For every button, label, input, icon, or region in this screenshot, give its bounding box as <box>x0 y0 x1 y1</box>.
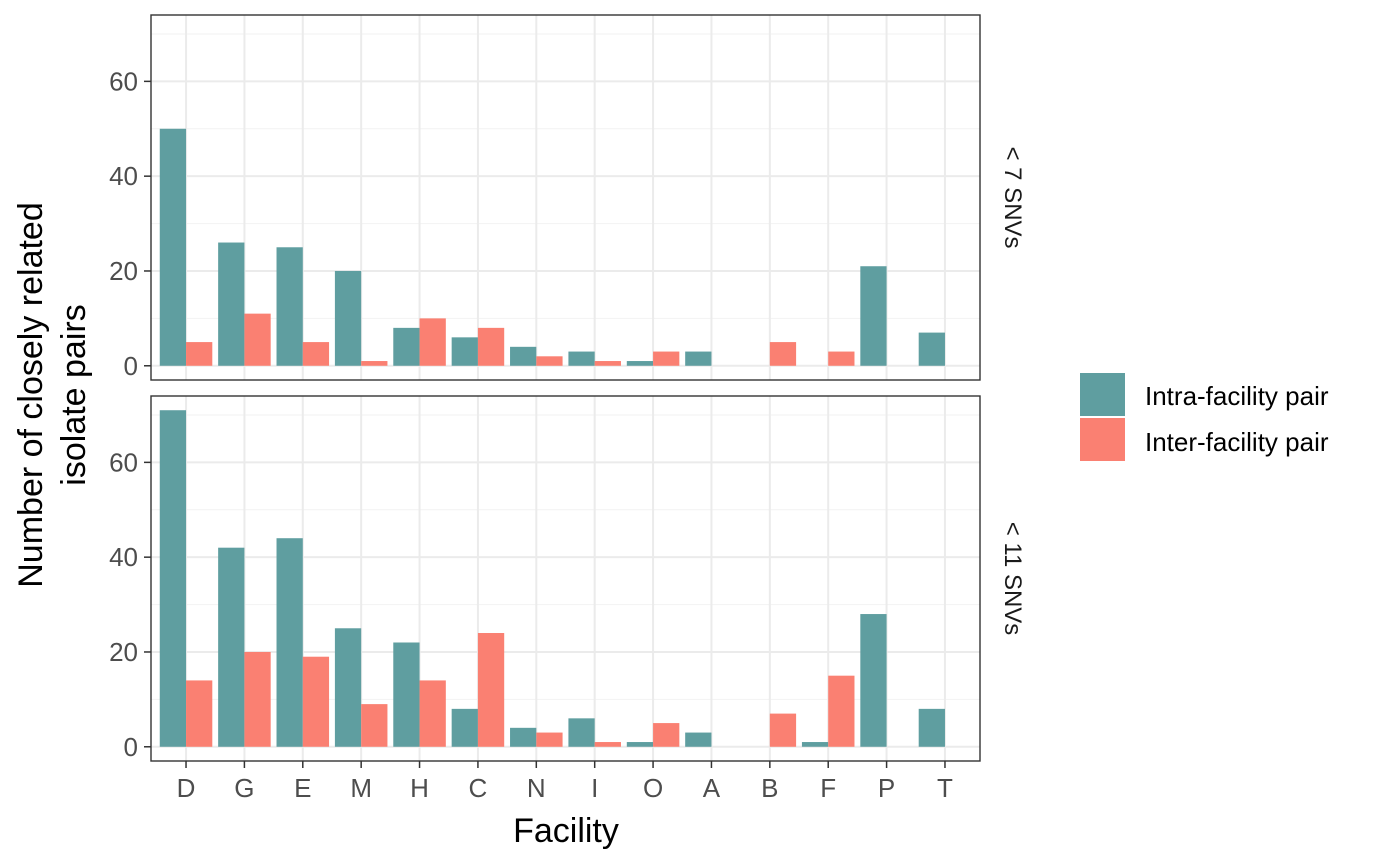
intra-bar-E <box>276 247 303 366</box>
intra-bar-C <box>451 337 478 366</box>
intra-bar-D <box>159 128 187 366</box>
inter-bar-N <box>536 356 563 366</box>
intra-bar-F <box>801 742 829 747</box>
legend-label-intra: Intra-facility pair <box>1145 381 1329 411</box>
inter-bar-H <box>419 680 446 747</box>
x-tick-label-C: C <box>469 773 488 803</box>
inter-bar-D <box>186 680 213 747</box>
x-axis-title: Facility <box>513 812 619 850</box>
x-tick-label-M: M <box>350 773 372 803</box>
inter-bar-E <box>302 656 330 747</box>
y-tick-label: 20 <box>109 256 138 286</box>
facet-panel-2: 0 20 40 60 < 11 SNVs <box>109 395 1026 762</box>
inter-bar-G <box>244 651 271 747</box>
x-tick-label-O: O <box>643 773 663 803</box>
x-tick-label-E: E <box>294 773 311 803</box>
facet-panel-1: 0 20 40 60 < 7 SNVs <box>109 14 1026 381</box>
inter-bar-D <box>186 342 213 366</box>
inter-bar-I <box>594 361 621 366</box>
intra-bar-M <box>334 270 362 366</box>
inter-bar-E <box>302 342 330 366</box>
y-tick-label: 0 <box>124 732 138 762</box>
intra-bar-G <box>218 242 245 366</box>
x-tick-label-I: I <box>591 773 598 803</box>
panel-border <box>150 14 981 381</box>
x-tick-label-H: H <box>410 773 429 803</box>
panel-border <box>150 395 981 762</box>
inter-bar-B <box>769 342 797 366</box>
inter-bar-G <box>244 313 271 366</box>
intra-bar-N <box>510 346 537 366</box>
facet-strip-label: < 11 SNVs <box>999 522 1026 636</box>
legend: Intra-facility pair Inter-facility pair <box>1080 373 1329 461</box>
inter-bar-C <box>477 633 505 747</box>
intra-bar-O <box>626 361 654 366</box>
intra-bar-A <box>685 351 712 366</box>
inter-bar-M <box>361 361 388 366</box>
intra-bar-D <box>159 410 187 747</box>
intra-bar-A <box>685 732 712 747</box>
intra-bar-O <box>626 742 654 747</box>
inter-bar-O <box>653 351 680 366</box>
y-tick-label: 40 <box>109 161 138 191</box>
x-tick-label-F: F <box>820 773 836 803</box>
y-tick-label: 20 <box>109 637 138 667</box>
x-tick-label-N: N <box>527 773 546 803</box>
intra-bar-E <box>276 538 303 747</box>
x-tick-label-P: P <box>878 773 895 803</box>
inter-bar-C <box>477 327 505 366</box>
intra-bar-H <box>393 327 420 366</box>
intra-bar-P <box>860 614 887 747</box>
facet-strip-label: < 7 SNVs <box>999 146 1026 248</box>
y-tick-label: 60 <box>109 66 138 96</box>
inter-bar-N <box>536 732 563 747</box>
intra-bar-G <box>218 547 245 747</box>
x-tick-label-T: T <box>937 773 953 803</box>
legend-label-inter: Inter-facility pair <box>1145 427 1329 457</box>
y-tick-label: 60 <box>109 447 138 477</box>
x-tick-label-D: D <box>177 773 196 803</box>
legend-key-inter <box>1080 418 1125 461</box>
x-tick-label-G: G <box>234 773 254 803</box>
intra-bar-M <box>334 628 362 747</box>
y-tick-label: 0 <box>124 351 138 381</box>
inter-bar-O <box>653 723 680 747</box>
intra-bar-I <box>568 351 595 366</box>
inter-bar-F <box>828 351 855 366</box>
y-tick-label: 40 <box>109 542 138 572</box>
intra-bar-T <box>918 708 945 747</box>
intra-bar-C <box>451 708 478 747</box>
x-tick-label-B: B <box>761 773 778 803</box>
intra-bar-I <box>568 718 595 747</box>
intra-bar-H <box>393 642 420 747</box>
y-axis-title-line-1: Number of closely related <box>12 202 50 588</box>
inter-bar-H <box>419 318 446 366</box>
intra-bar-T <box>918 332 945 366</box>
inter-bar-F <box>828 675 855 747</box>
y-axis-title-line-2: isolate pairs <box>55 304 93 485</box>
legend-key-intra <box>1080 373 1125 416</box>
inter-bar-I <box>594 742 621 747</box>
inter-bar-B <box>769 713 797 747</box>
intra-bar-P <box>860 266 887 366</box>
x-tick-label-A: A <box>703 773 721 803</box>
intra-bar-N <box>510 727 537 747</box>
inter-bar-M <box>361 704 388 747</box>
